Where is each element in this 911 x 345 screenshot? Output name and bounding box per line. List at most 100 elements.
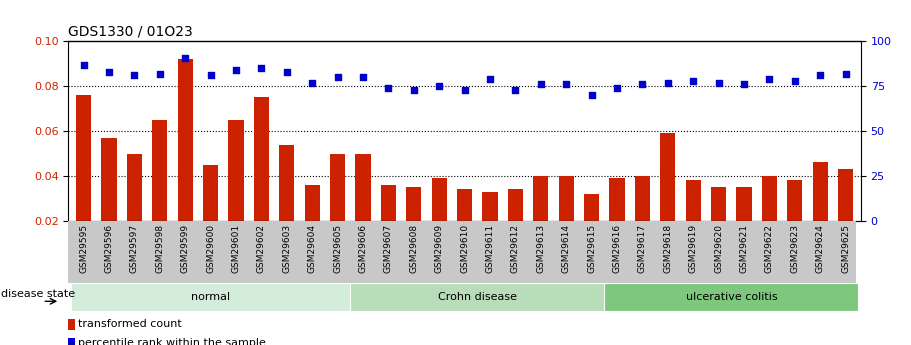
- Text: GSM29596: GSM29596: [105, 224, 114, 273]
- Text: disease state: disease state: [1, 289, 75, 299]
- Point: [534, 82, 548, 87]
- Point: [355, 75, 370, 80]
- Bar: [254, 97, 269, 266]
- Text: GSM29595: GSM29595: [79, 224, 88, 273]
- Point: [711, 80, 726, 86]
- Point: [77, 62, 91, 68]
- Text: GSM29601: GSM29601: [231, 224, 241, 273]
- Point: [229, 67, 243, 73]
- Bar: [203, 165, 219, 266]
- Bar: [507, 189, 523, 266]
- Point: [152, 71, 167, 77]
- Point: [660, 80, 675, 86]
- Point: [305, 80, 320, 86]
- Text: GSM29605: GSM29605: [333, 224, 343, 273]
- Bar: [68, 337, 76, 345]
- Point: [559, 82, 574, 87]
- Text: GSM29617: GSM29617: [638, 224, 647, 273]
- Text: GSM29609: GSM29609: [435, 224, 444, 273]
- Text: GSM29597: GSM29597: [130, 224, 138, 273]
- Bar: [584, 194, 599, 266]
- Point: [331, 75, 345, 80]
- Bar: [101, 138, 117, 266]
- Text: GSM29613: GSM29613: [537, 224, 546, 273]
- Point: [508, 87, 523, 92]
- Text: GSM29607: GSM29607: [384, 224, 393, 273]
- Bar: [381, 185, 396, 266]
- Bar: [787, 180, 803, 266]
- Point: [763, 76, 777, 82]
- Point: [102, 69, 117, 75]
- Point: [737, 82, 752, 87]
- Bar: [762, 176, 777, 266]
- Bar: [152, 120, 168, 266]
- Point: [457, 87, 472, 92]
- Text: GSM29603: GSM29603: [282, 224, 292, 273]
- Text: GSM29611: GSM29611: [486, 224, 495, 273]
- Bar: [838, 169, 854, 266]
- Text: GSM29610: GSM29610: [460, 224, 469, 273]
- Bar: [127, 154, 142, 266]
- Text: ulcerative colitis: ulcerative colitis: [686, 292, 777, 302]
- Point: [813, 73, 827, 78]
- Text: GSM29623: GSM29623: [791, 224, 799, 273]
- Text: GSM29622: GSM29622: [765, 224, 774, 273]
- Bar: [457, 189, 472, 266]
- Text: Crohn disease: Crohn disease: [438, 292, 517, 302]
- Bar: [813, 162, 828, 266]
- Bar: [609, 178, 625, 266]
- Text: GSM29618: GSM29618: [663, 224, 672, 273]
- Text: GSM29621: GSM29621: [740, 224, 749, 273]
- Bar: [71, 283, 351, 311]
- Point: [280, 69, 294, 75]
- Point: [788, 78, 803, 83]
- Bar: [711, 187, 726, 266]
- Point: [609, 85, 624, 91]
- Text: GSM29625: GSM29625: [841, 224, 850, 273]
- Bar: [76, 95, 91, 266]
- Bar: [660, 133, 675, 266]
- Text: normal: normal: [191, 292, 230, 302]
- Bar: [686, 180, 701, 266]
- Bar: [432, 178, 446, 266]
- Point: [128, 73, 142, 78]
- Text: GSM29599: GSM29599: [180, 224, 189, 273]
- Point: [635, 82, 650, 87]
- Text: GSM29606: GSM29606: [359, 224, 367, 273]
- Point: [381, 85, 395, 91]
- Point: [432, 83, 446, 89]
- Bar: [406, 187, 422, 266]
- Bar: [604, 283, 858, 311]
- Text: GSM29608: GSM29608: [409, 224, 418, 273]
- Text: GSM29602: GSM29602: [257, 224, 266, 273]
- Text: GSM29614: GSM29614: [562, 224, 570, 273]
- Bar: [304, 185, 320, 266]
- Bar: [635, 176, 650, 266]
- Bar: [558, 176, 574, 266]
- Bar: [736, 187, 752, 266]
- Point: [686, 78, 701, 83]
- Text: GSM29616: GSM29616: [612, 224, 621, 273]
- Text: GDS1330 / 01O23: GDS1330 / 01O23: [68, 25, 193, 39]
- Text: percentile rank within the sample: percentile rank within the sample: [78, 338, 266, 345]
- Bar: [68, 319, 76, 330]
- Bar: [355, 154, 371, 266]
- Bar: [229, 120, 243, 266]
- Point: [584, 92, 599, 98]
- Text: GSM29604: GSM29604: [308, 224, 317, 273]
- Bar: [178, 59, 193, 266]
- Text: GSM29598: GSM29598: [155, 224, 164, 273]
- Bar: [533, 176, 548, 266]
- Text: GSM29624: GSM29624: [815, 224, 824, 273]
- Bar: [330, 154, 345, 266]
- Point: [178, 55, 192, 60]
- Point: [203, 73, 218, 78]
- Point: [483, 76, 497, 82]
- Point: [406, 87, 421, 92]
- Text: transformed count: transformed count: [78, 319, 182, 329]
- Bar: [279, 145, 294, 266]
- Text: GSM29612: GSM29612: [511, 224, 520, 273]
- Bar: [483, 192, 497, 266]
- Text: GSM29620: GSM29620: [714, 224, 723, 273]
- Text: GSM29615: GSM29615: [587, 224, 596, 273]
